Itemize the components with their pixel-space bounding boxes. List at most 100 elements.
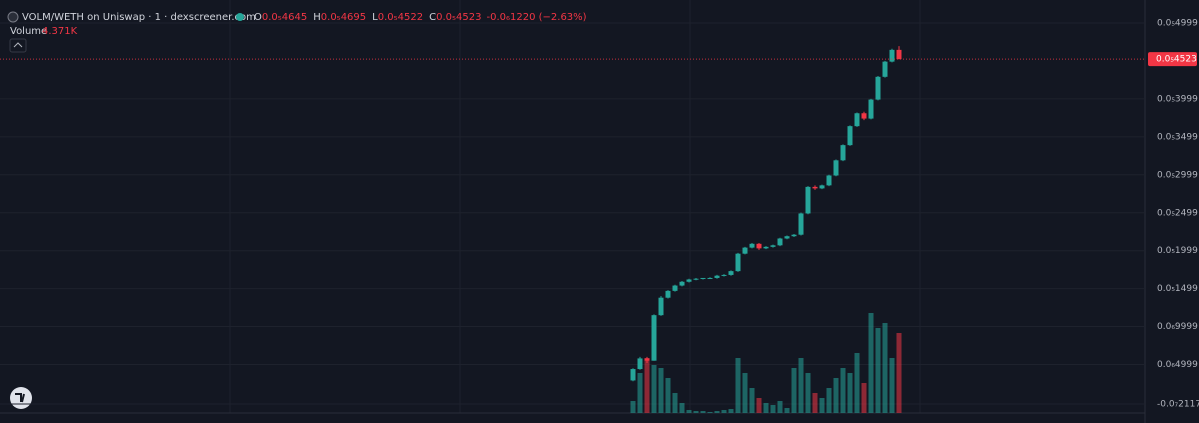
candle-body: [700, 277, 706, 279]
candle-body: [665, 290, 671, 298]
volume-bar: [679, 403, 685, 413]
ohlc-key: O: [254, 12, 262, 23]
ohlc-key: C: [429, 12, 436, 23]
candle-body: [875, 76, 881, 100]
collapse-icon: [13, 42, 23, 48]
candle-body: [777, 238, 783, 246]
candle-body: [826, 175, 832, 186]
collapse-button[interactable]: [9, 38, 27, 53]
volume-bar: [861, 383, 867, 413]
ohlc-value: 0.0₅4695: [321, 12, 366, 23]
vertical-grid: [229, 0, 921, 413]
volume-bar: [854, 353, 860, 413]
token-icon: [7, 11, 19, 23]
volume-bar: [882, 323, 888, 413]
y-tick-label: 0.0₆9999: [1157, 322, 1198, 332]
status-dot: [236, 13, 244, 21]
change-value: -0.0₆1220 (−2.63%): [486, 12, 586, 23]
y-tick-label: 0.0₅2499: [1157, 208, 1198, 218]
candle-body: [686, 279, 692, 282]
volume-bar: [847, 373, 853, 413]
y-tick-label: -0.0₇2117: [1157, 400, 1199, 410]
volume-bar: [812, 393, 818, 413]
volume-bar: [798, 358, 804, 413]
volume-bar: [686, 410, 692, 413]
candle-body: [630, 369, 636, 381]
tv-logo-mark: [15, 393, 25, 403]
candle-body: [637, 358, 643, 370]
ohlc-key: H: [313, 12, 321, 23]
candle-body: [679, 281, 685, 286]
candle-body: [896, 49, 902, 60]
y-tick-label: 0.0₅1499: [1157, 284, 1198, 294]
volume-bar: [889, 358, 895, 413]
volume-bar: [819, 398, 825, 413]
volume-bar: [833, 378, 839, 413]
candle-body: [756, 243, 762, 249]
candle-body: [840, 145, 846, 161]
volume-bar: [721, 410, 727, 413]
volume-bar: [742, 373, 748, 413]
volume-bar: [700, 411, 706, 413]
last-price-label: 0.0₅4523: [1156, 55, 1197, 65]
candle-body: [721, 274, 727, 276]
candle-body: [882, 61, 888, 77]
candle-body: [770, 245, 776, 247]
ohlc-value: 0.0₅4523: [436, 12, 481, 23]
candle-body: [861, 113, 867, 119]
volume-bar: [749, 388, 755, 413]
volume-bar: [630, 401, 636, 413]
volume-bar: [644, 358, 650, 413]
volume-title: Volume: [10, 26, 47, 37]
volume-bar: [763, 403, 769, 413]
ohlc-key: L: [372, 12, 378, 23]
y-tick-label: 0.0₅3499: [1157, 132, 1198, 142]
volume-bar: [791, 368, 797, 413]
volume-bar: [875, 328, 881, 413]
candle-body: [812, 186, 818, 189]
volume-bar: [672, 393, 678, 413]
volume-bar: [637, 373, 643, 413]
candle-body: [854, 113, 860, 127]
candle-body: [658, 297, 664, 316]
volume-bar: [826, 388, 832, 413]
volume-bar: [728, 409, 734, 413]
volume-bar: [665, 378, 671, 413]
volume-bar: [651, 365, 657, 413]
ohlc-value: 0.0₅4645: [262, 12, 307, 23]
candle-body: [707, 277, 713, 279]
volume-value: 4.371K: [42, 26, 78, 37]
y-tick-label: 0.0₅1999: [1157, 246, 1198, 256]
y-tick-label: 0.0₅2999: [1157, 170, 1198, 180]
candle-body: [672, 285, 678, 291]
volume-bar: [714, 411, 720, 413]
candle-body: [763, 246, 769, 249]
volume-bar: [707, 412, 713, 413]
candle-body: [784, 236, 790, 239]
candle-body: [798, 213, 804, 235]
y-tick-label: 0.0₅4999: [1157, 18, 1198, 28]
volume-bar: [658, 368, 664, 413]
ohlc-value: 0.0₅4522: [378, 12, 423, 23]
y-tick-label: 0.0₆4999: [1157, 360, 1198, 370]
candle-body: [749, 243, 755, 248]
candle-body: [847, 126, 853, 146]
volume-bar: [805, 373, 811, 413]
candle-body: [693, 278, 699, 280]
candle-body: [819, 185, 825, 189]
candle-body: [805, 186, 811, 214]
volume-bar: [840, 368, 846, 413]
volume-bar: [693, 411, 699, 413]
candle-body: [728, 271, 734, 275]
candle-body: [651, 315, 657, 361]
candle-body: [791, 234, 797, 237]
candle-body: [735, 253, 741, 272]
y-tick-label: 0.0₅3999: [1157, 94, 1198, 104]
volume-bar: [770, 405, 776, 413]
last-price-tag: [1148, 52, 1197, 67]
volume-bar: [735, 358, 741, 413]
candle-body: [714, 275, 720, 278]
volume-bar: [777, 401, 783, 413]
